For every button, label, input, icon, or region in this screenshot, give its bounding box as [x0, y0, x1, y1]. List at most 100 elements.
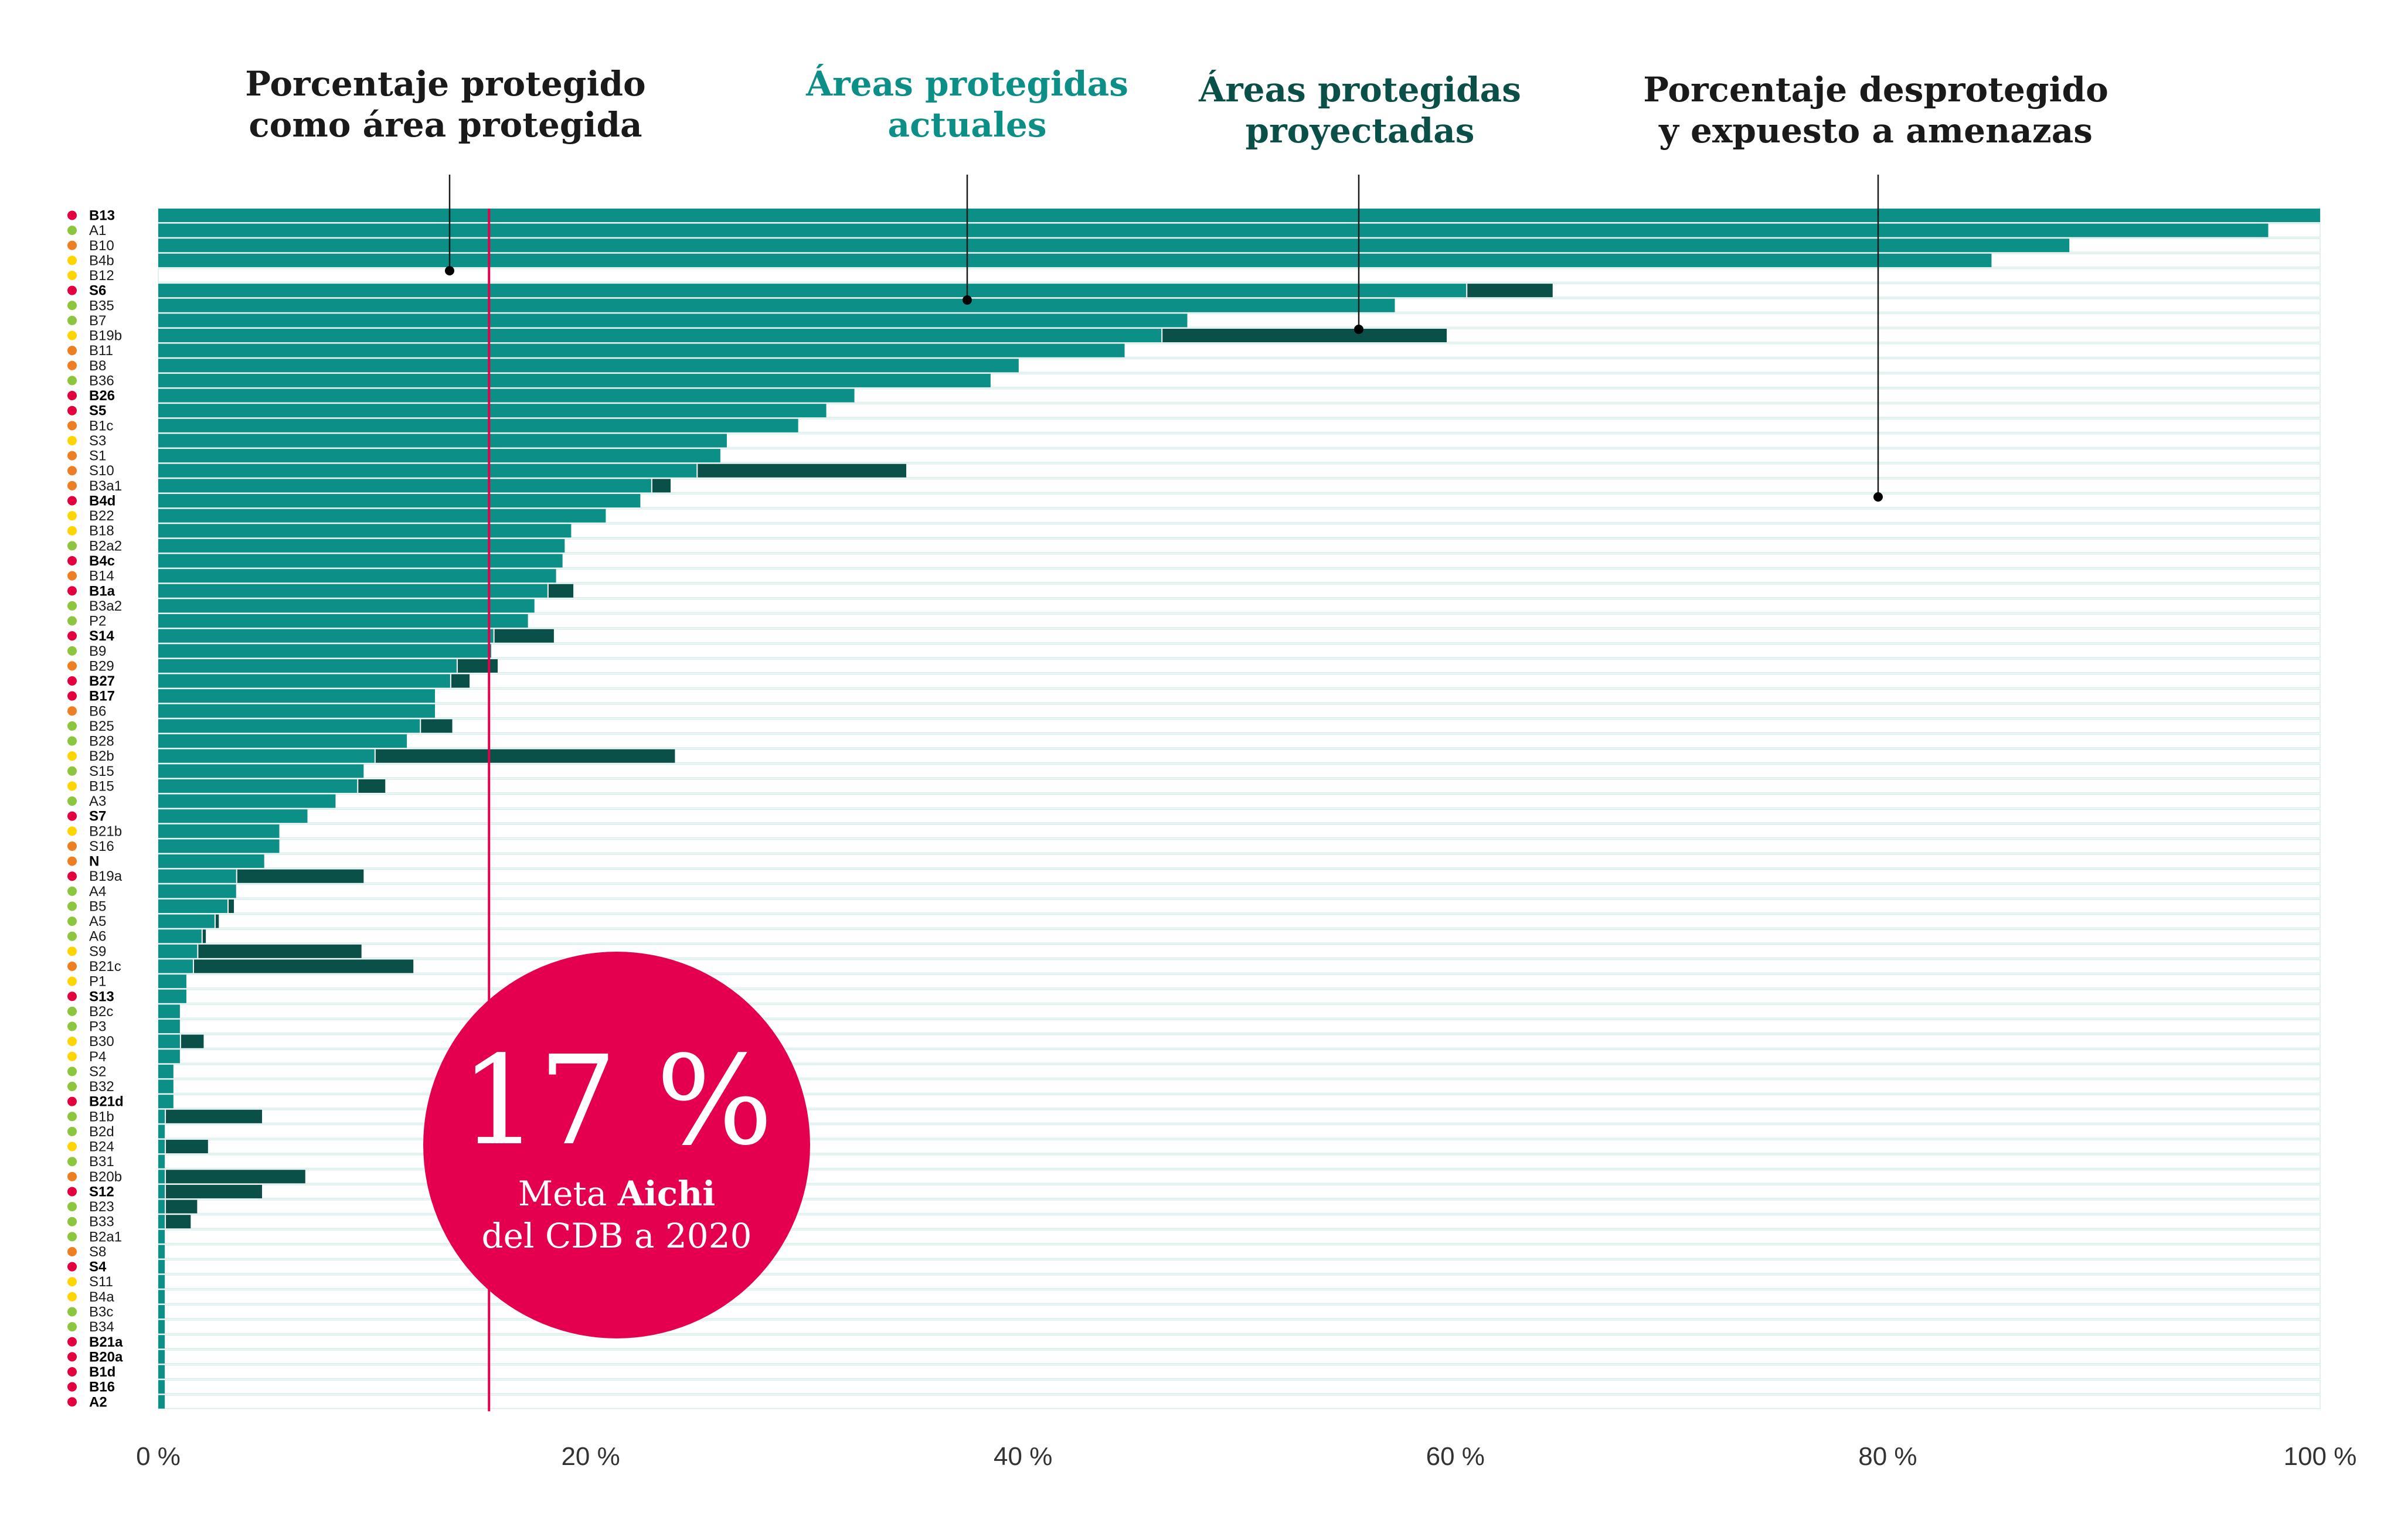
bar-current [158, 779, 358, 793]
status-dot [67, 962, 77, 971]
target-line2: del CDB a 2020 [481, 1216, 752, 1256]
bar-current [158, 359, 1019, 373]
status-dot [67, 931, 77, 941]
row-label: S2 [89, 1064, 106, 1079]
row-grid-box [158, 914, 2321, 929]
row-label: B4b [89, 253, 114, 268]
bar-current [158, 689, 436, 703]
row-grid-box [158, 809, 2321, 823]
status-dot [67, 856, 77, 866]
row-label: B29 [89, 658, 114, 674]
x-tick-label: 0 % [136, 1442, 181, 1471]
row-grid-box [158, 764, 2321, 779]
status-dot [67, 406, 77, 415]
row-label: A6 [89, 929, 106, 945]
row-label: S7 [89, 809, 106, 824]
bar-current [158, 1050, 180, 1064]
row-label: B21c [89, 959, 121, 975]
pointer-dot [1873, 492, 1883, 502]
bar-current [158, 554, 563, 568]
row-grid-box [158, 868, 2321, 884]
bar-current [158, 644, 491, 658]
status-dot [67, 1187, 77, 1197]
status-dot [67, 721, 77, 731]
status-dot [67, 841, 77, 851]
status-dot [67, 451, 77, 461]
status-dot [67, 1126, 77, 1136]
bar-current [158, 869, 236, 883]
row-label: B20a [89, 1349, 123, 1365]
pointer-dot [445, 266, 454, 275]
row-label: S9 [89, 943, 106, 959]
row-label: B7 [89, 313, 106, 329]
bar-current [158, 975, 186, 989]
pointer-dot [963, 295, 972, 305]
status-dot [67, 1067, 77, 1076]
bar-current [158, 614, 528, 628]
status-dot [67, 646, 77, 656]
status-dot [67, 1232, 77, 1242]
row-grid-box [158, 1289, 2321, 1304]
row-label: B24 [89, 1139, 114, 1155]
status-dot [67, 616, 77, 626]
status-dot [67, 1322, 77, 1332]
row-label: B31 [89, 1154, 114, 1170]
row-label: B20b [89, 1169, 122, 1185]
bar-current [158, 959, 193, 973]
status-dot [67, 1157, 77, 1167]
row-label: S10 [89, 463, 114, 479]
row-label: B4a [89, 1289, 114, 1305]
bar-current [158, 1335, 165, 1349]
row-label: B1b [89, 1109, 114, 1125]
bar-projected [421, 719, 453, 733]
bar-projected [358, 779, 386, 793]
row-grid-box [158, 884, 2321, 899]
row-grid-box [158, 929, 2321, 943]
row-label: B21b [89, 823, 122, 839]
bar-current [158, 434, 727, 448]
row-label: B30 [89, 1034, 114, 1050]
bar-current [158, 1304, 165, 1318]
status-dot [67, 946, 77, 956]
row-label: B2c [89, 1004, 113, 1020]
status-dot [67, 1292, 77, 1301]
row-label: S14 [89, 628, 114, 644]
header-projected-areas-text: Áreas protegidas proyectadas [1199, 70, 1521, 151]
bar-current [158, 1095, 174, 1109]
bar-current [158, 389, 855, 403]
bar-projected [166, 1200, 198, 1214]
row-label: B2d [89, 1124, 114, 1140]
bar-current [158, 1109, 165, 1123]
row-label: N [89, 854, 99, 870]
x-tick-label: 40 % [994, 1442, 1052, 1471]
row-label: B33 [89, 1214, 114, 1230]
bar-projected [202, 929, 206, 943]
bar-current [158, 749, 375, 763]
bar-current [158, 314, 1188, 328]
target-value: 17 % [460, 1029, 773, 1173]
row-label: B1c [89, 418, 113, 434]
bar-projected [229, 899, 234, 913]
row-grid-box [158, 1364, 2321, 1379]
row-grid-box [158, 899, 2321, 914]
row-grid-box [158, 959, 2321, 974]
bar-current [158, 329, 1162, 343]
row-grid-box [158, 779, 2321, 793]
row-label: S3 [89, 433, 106, 449]
bar-projected [494, 629, 554, 643]
bar-current [158, 1079, 174, 1093]
bar-current [158, 929, 202, 943]
bar-projected [166, 1109, 263, 1123]
status-dot [67, 1096, 77, 1106]
target-line1-prefix: Meta [518, 1174, 618, 1214]
row-label: P4 [89, 1049, 106, 1065]
bar-current [158, 824, 280, 838]
status-dot [67, 1246, 77, 1256]
status-dot [67, 1352, 77, 1362]
bar-projected [181, 1034, 204, 1048]
bar-current [158, 704, 436, 718]
status-dot [67, 586, 77, 596]
header-projected-areas: Áreas protegidas proyectadas [1114, 69, 1606, 151]
status-dot [67, 676, 77, 686]
row-label: B18 [89, 523, 114, 539]
